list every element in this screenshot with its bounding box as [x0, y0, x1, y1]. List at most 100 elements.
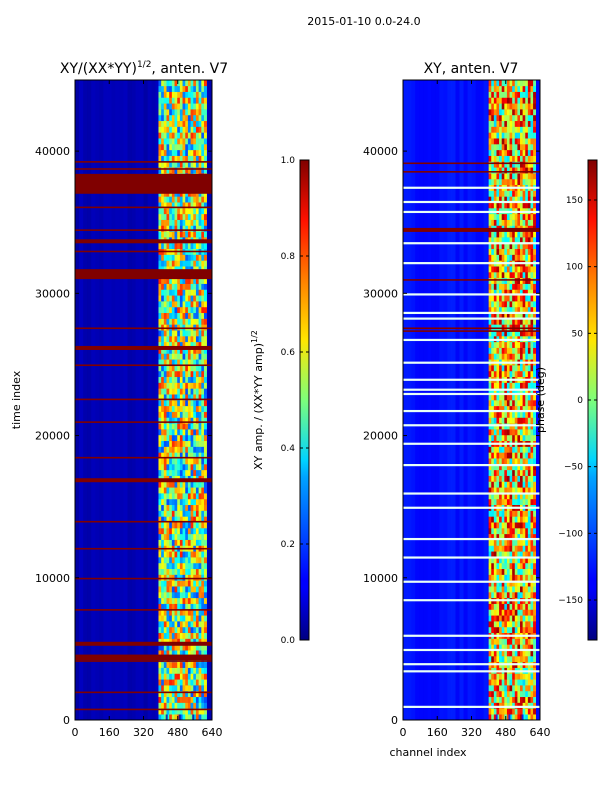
heatmap-bright-row — [403, 317, 540, 320]
heatmap-cell — [533, 644, 537, 651]
heatmap-cell — [533, 621, 537, 628]
heatmap-cell — [179, 277, 183, 284]
heatmap-cell — [171, 685, 175, 692]
heatmap-cell — [509, 557, 513, 564]
heatmap-cell — [198, 603, 202, 610]
heatmap-cell — [499, 202, 503, 209]
heatmap-cell — [169, 97, 173, 104]
heatmap-cell — [504, 248, 508, 255]
heatmap-cell — [514, 91, 518, 98]
heatmap-cell — [182, 97, 186, 104]
heatmap-cell — [179, 423, 183, 430]
heatmap-cell — [158, 568, 162, 575]
heatmap-cell — [491, 603, 495, 610]
heatmap-cell — [491, 493, 495, 500]
heatmap-bright-row — [403, 210, 540, 214]
heatmap-cell — [530, 213, 534, 220]
heatmap-cell — [504, 452, 508, 459]
heatmap-cell — [182, 562, 186, 570]
heatmap-cell — [187, 452, 191, 459]
heatmap-cell — [185, 632, 189, 639]
heatmap-cell — [185, 533, 189, 540]
heatmap-cell — [525, 557, 529, 564]
heatmap-cell — [491, 626, 495, 634]
heatmap-cell — [512, 609, 516, 616]
heatmap-cell — [525, 545, 529, 552]
heatmap-cell — [179, 103, 183, 110]
heatmap-cell — [166, 493, 170, 500]
heatmap-cell — [496, 312, 500, 319]
heatmap-cell — [201, 568, 205, 575]
heatmap-cell — [158, 295, 162, 302]
heatmap-cell — [493, 254, 497, 261]
heatmap-cell — [501, 580, 505, 587]
heatmap-cell — [530, 173, 534, 180]
heatmap-cell — [174, 638, 178, 645]
heatmap-cell — [530, 469, 534, 476]
heatmap-cell — [177, 301, 181, 308]
heatmap-cell — [522, 568, 526, 575]
heatmap-cell — [506, 283, 510, 290]
heatmap-cell — [499, 574, 503, 581]
heatmap-cell — [504, 429, 508, 436]
heatmap-cell — [187, 429, 191, 436]
heatmap-cell — [163, 615, 167, 622]
heatmap-cell — [193, 481, 197, 488]
heatmap-cell — [530, 365, 534, 372]
heatmap-cell — [169, 429, 173, 436]
heatmap-cell — [169, 388, 173, 395]
heatmap-cell — [185, 452, 189, 459]
heatmap-cell — [187, 260, 191, 267]
heatmap-cell — [488, 196, 492, 203]
heatmap-cell — [501, 493, 505, 500]
heatmap-cell — [514, 568, 518, 575]
heatmap-cell — [506, 568, 510, 575]
heatmap-cell — [161, 394, 165, 401]
heatmap-cell — [520, 539, 523, 546]
heatmap-cell — [185, 528, 189, 535]
heatmap-cell — [520, 603, 523, 610]
heatmap-cell — [525, 190, 529, 197]
heatmap-cell — [161, 557, 165, 564]
heatmap-cell — [512, 557, 516, 564]
heatmap-cell — [161, 632, 165, 639]
heatmap-cell — [185, 161, 189, 168]
heatmap-cell — [499, 638, 503, 645]
heatmap-cell — [201, 318, 205, 325]
heatmap-cell — [203, 423, 207, 430]
heatmap-cell — [158, 103, 162, 110]
heatmap-cell — [203, 85, 207, 92]
heatmap-cell — [522, 114, 526, 122]
heatmap-cell — [166, 347, 170, 354]
heatmap-cell — [166, 85, 170, 92]
heatmap-cell — [491, 91, 495, 98]
heatmap-cell — [522, 202, 526, 209]
heatmap-cell — [195, 690, 199, 698]
heatmap-cell — [182, 132, 186, 139]
heatmap-cell — [496, 144, 500, 151]
heatmap-cell — [177, 522, 181, 529]
heatmap-cell — [158, 615, 162, 622]
heatmap-cell — [530, 626, 534, 634]
heatmap-cell — [171, 155, 175, 162]
heatmap-cell — [506, 272, 510, 279]
heatmap-cell — [496, 237, 500, 244]
heatmap-cell — [193, 504, 197, 511]
heatmap-cell — [195, 539, 199, 546]
heatmap-cell — [530, 347, 534, 354]
heatmap-cell — [493, 301, 497, 308]
heatmap-cell — [491, 161, 495, 168]
heatmap-cell — [177, 685, 181, 692]
heatmap-cell — [185, 522, 189, 529]
heatmap-cell — [514, 370, 518, 378]
heatmap-cell — [493, 365, 497, 372]
heatmap-cell — [522, 138, 526, 145]
heatmap-cell — [177, 120, 181, 127]
heatmap-cell — [499, 498, 503, 506]
heatmap-cell — [190, 283, 194, 290]
heatmap-cell — [179, 254, 183, 261]
heatmap-cell — [190, 685, 194, 692]
heatmap-cell — [161, 522, 165, 529]
heatmap-cell — [174, 615, 178, 622]
heatmap-cell — [533, 522, 537, 529]
